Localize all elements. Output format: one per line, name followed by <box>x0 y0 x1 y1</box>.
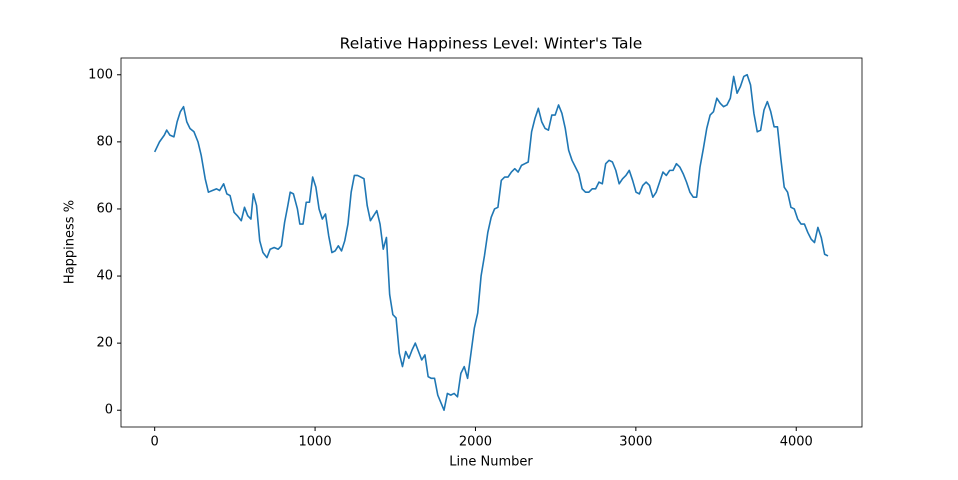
x-tick-label: 3000 <box>619 435 652 450</box>
y-tick-label: 80 <box>96 134 113 149</box>
y-tick-label: 100 <box>88 67 113 82</box>
x-tick-label: 1000 <box>299 435 332 450</box>
y-tick-label: 60 <box>96 201 113 216</box>
data-line <box>153 73 829 412</box>
x-tick-label: 4000 <box>780 435 813 450</box>
y-axis-label: Happiness % <box>63 200 78 284</box>
y-tick-label: 20 <box>96 336 113 351</box>
y-tick-label: 40 <box>96 269 113 284</box>
x-tick-label: 0 <box>151 435 159 450</box>
y-tick-label: 0 <box>105 403 113 418</box>
plot-frame <box>120 57 863 428</box>
x-axis-label: Line Number <box>449 455 533 470</box>
chart-title: Relative Happiness Level: Winter's Tale <box>340 35 643 53</box>
x-tick-label: 2000 <box>459 435 492 450</box>
